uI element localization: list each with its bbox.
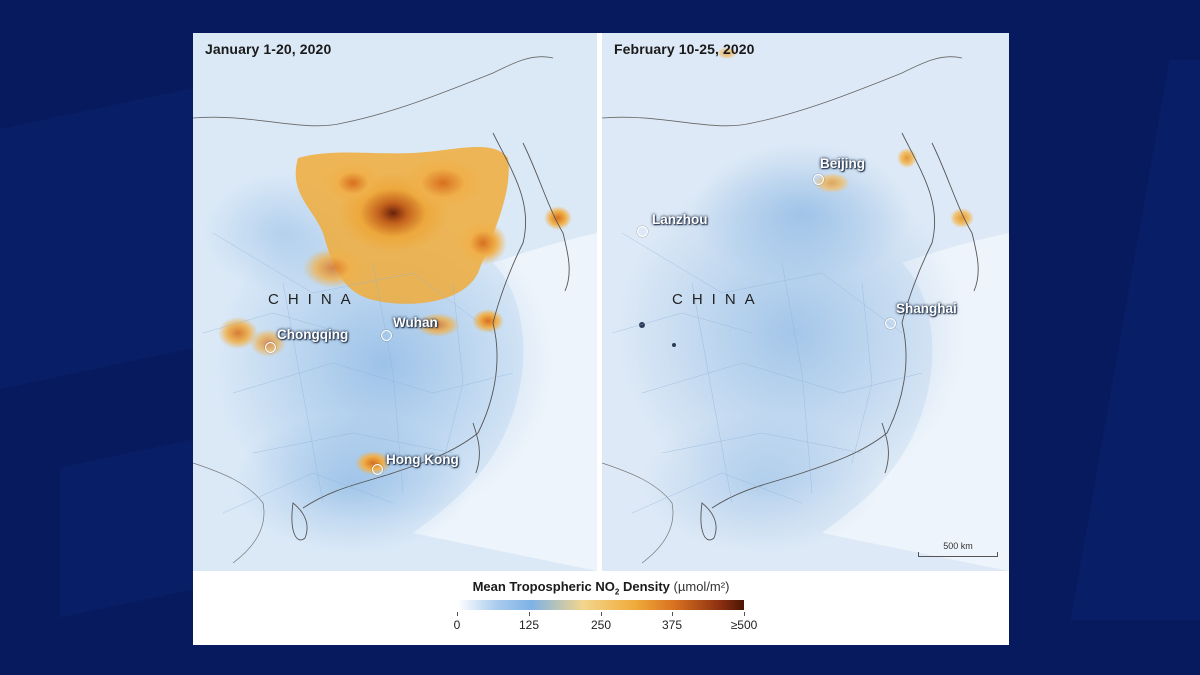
scale-bar: 500 km <box>918 541 998 557</box>
legend-ticks: 0 125 250 375 ≥500 <box>193 612 1009 636</box>
city-label-shanghai: Shanghai <box>896 301 957 316</box>
tick-mark-125 <box>529 612 530 616</box>
no2-map-january <box>193 33 597 571</box>
city-label-chongqing: Chongqing <box>277 327 349 342</box>
city-label-hong-kong: Hong Kong <box>386 452 459 467</box>
figure-frame: January 1-20, 2020 CHINA Chongqing Wuhan… <box>193 33 1009 645</box>
tick-mark-0 <box>457 612 458 616</box>
no2-map-february <box>602 33 1009 571</box>
city-marker-wuhan <box>381 330 392 341</box>
legend: Mean Tropospheric NO2 Density (µmol/m²) … <box>193 571 1009 645</box>
city-marker-beijing <box>813 174 824 185</box>
tick-label-500: ≥500 <box>730 618 758 632</box>
panel-title-february: February 10-25, 2020 <box>614 41 755 57</box>
tick-label-125: 125 <box>518 618 540 632</box>
tick-mark-375 <box>672 612 673 616</box>
country-label-china-left: CHINA <box>268 291 360 308</box>
city-marker-lanzhou <box>637 226 648 237</box>
map-panel-january: January 1-20, 2020 CHINA Chongqing Wuhan… <box>193 33 597 571</box>
tick-label-375: 375 <box>661 618 683 632</box>
city-label-wuhan: Wuhan <box>393 315 438 330</box>
tick-label-0: 0 <box>453 618 461 632</box>
scale-bar-label: 500 km <box>943 541 973 551</box>
tick-label-250: 250 <box>590 618 612 632</box>
scale-bar-line <box>918 552 998 557</box>
country-label-china-right: CHINA <box>672 291 764 308</box>
legend-title-main: Mean Tropospheric NO <box>472 579 615 594</box>
tick-mark-250 <box>601 612 602 616</box>
city-marker-hong-kong <box>372 464 383 475</box>
city-label-lanzhou: Lanzhou <box>652 212 708 227</box>
legend-colorbar <box>457 600 744 610</box>
city-marker-shanghai <box>885 318 896 329</box>
panel-title-january: January 1-20, 2020 <box>205 41 332 57</box>
legend-title-after: Density <box>619 579 670 594</box>
city-marker-chongqing <box>265 342 276 353</box>
city-label-beijing: Beijing <box>820 156 866 171</box>
legend-title-subscript: 2 <box>614 587 620 597</box>
legend-title: Mean Tropospheric NO2 Density (µmol/m²) <box>193 579 1009 597</box>
tick-mark-500 <box>744 612 745 616</box>
map-panel-february: February 10-25, 2020 CHINA Beijing Lanzh… <box>602 33 1009 571</box>
legend-unit: (µmol/m²) <box>673 579 730 594</box>
